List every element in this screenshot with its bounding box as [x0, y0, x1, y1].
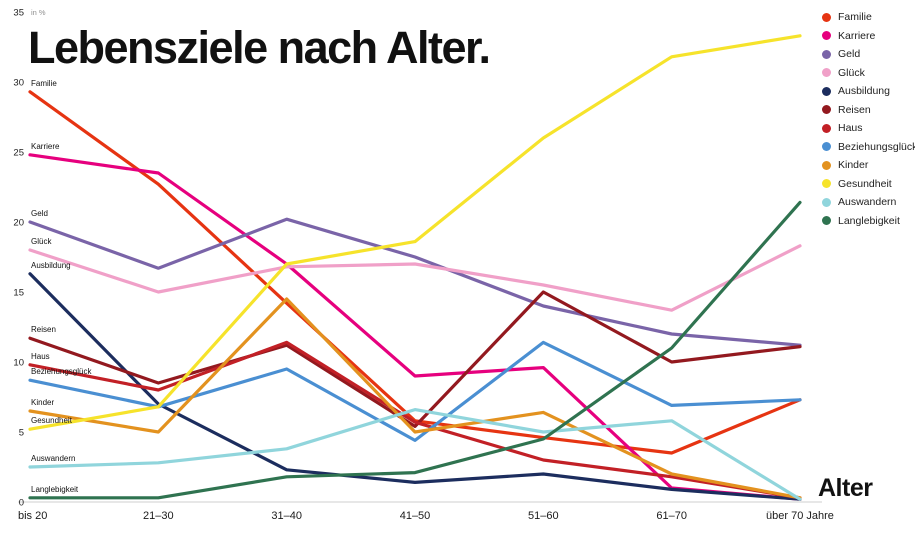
legend-label-kinder: Kinder — [838, 159, 869, 171]
series-start-label-ausbildung: Ausbildung — [31, 261, 71, 270]
series-line-auswandern — [28, 408, 802, 501]
y-tick-label: 15 — [13, 288, 24, 299]
series-line-langlebigkeit — [28, 200, 802, 500]
legend-dot-kinder — [822, 160, 831, 170]
legend-dot-gesundheit — [822, 179, 831, 188]
y-tick-label: 10 — [13, 358, 24, 369]
y-tick-label: 20 — [13, 218, 24, 229]
x-tick-label-bis20: bis 20 — [18, 510, 47, 522]
legend-dot-karriere — [822, 31, 831, 40]
legend-item-ausbildung: Ausbildung — [822, 85, 915, 97]
legend-dot-haus — [822, 123, 831, 133]
legend-label-karriere: Karriere — [838, 29, 876, 42]
series-start-label-gesundheit: Gesundheit — [31, 416, 73, 425]
series-line-familie — [28, 90, 802, 455]
legend-item-reisen: Reisen — [822, 103, 915, 116]
legend-item-beziehungsglck: Beziehungsglück — [822, 140, 915, 153]
series-line-kinder — [28, 297, 802, 500]
series-line-ausbildung — [28, 272, 802, 501]
legend-item-haus: Haus — [822, 122, 915, 134]
legend-dot-glck — [822, 68, 831, 77]
series-start-label-glck: Glück — [31, 237, 52, 246]
series-start-label-karriere: Karriere — [31, 142, 60, 151]
legend-item-auswandern: Auswandern — [822, 196, 915, 208]
legend-dot-geld — [822, 49, 831, 59]
y-tick-label: 35 — [13, 8, 24, 19]
legend-dot-auswandern — [822, 197, 831, 207]
legend-label-glck: Glück — [838, 66, 865, 79]
legend-dot-beziehungsglck — [822, 142, 831, 151]
series-line-haus — [28, 340, 802, 500]
series-line-reisen — [28, 290, 802, 428]
legend-label-reisen: Reisen — [838, 103, 871, 116]
legend-item-geld: Geld — [822, 48, 915, 60]
legend-item-langlebigkeit: Langlebigkeit — [822, 214, 915, 227]
legend-label-gesundheit: Gesundheit — [838, 177, 892, 190]
series-start-label-langlebigkeit: Langlebigkeit — [31, 485, 79, 494]
legend-item-familie: Familie — [822, 11, 915, 23]
y-tick-label: 25 — [13, 148, 24, 159]
series-start-label-geld: Geld — [31, 209, 48, 218]
x-tick-label-2130: 21–30 — [143, 510, 174, 522]
series-start-label-familie: Familie — [31, 79, 57, 88]
legend-label-beziehungsglck: Beziehungsglück — [838, 140, 915, 153]
legend-item-gesundheit: Gesundheit — [822, 177, 915, 190]
y-tick-label: 30 — [13, 78, 24, 89]
legend-dot-ausbildung — [822, 86, 831, 96]
legend-label-haus: Haus — [838, 122, 863, 134]
y-tick-label: 0 — [19, 498, 24, 509]
series-start-label-auswandern: Auswandern — [31, 454, 75, 463]
x-axis-title: Alter — [818, 474, 873, 502]
x-tick-label-3140: 31–40 — [271, 510, 302, 522]
series-start-label-beziehungsglck: Beziehungsglück — [31, 367, 92, 376]
x-tick-label-4150: 41–50 — [400, 510, 431, 522]
legend-label-langlebigkeit: Langlebigkeit — [838, 214, 900, 227]
legend-dot-reisen — [822, 105, 831, 114]
legend-label-familie: Familie — [838, 11, 872, 23]
legend-label-geld: Geld — [838, 48, 861, 60]
chart-title: Lebensziele nach Alter. — [28, 22, 491, 73]
series-line-glck — [28, 244, 802, 312]
legend-label-ausbildung: Ausbildung — [838, 85, 890, 97]
y-axis-unit-label: in % — [31, 8, 46, 17]
series-line-geld — [28, 217, 802, 347]
series-start-label-reisen: Reisen — [31, 325, 56, 334]
legend-item-glck: Glück — [822, 66, 915, 79]
x-tick-label-6170: 61–70 — [656, 510, 687, 522]
legend-item-karriere: Karriere — [822, 29, 915, 42]
legend-item-kinder: Kinder — [822, 159, 915, 171]
y-tick-label: 5 — [19, 428, 24, 439]
series-line-gesundheit — [28, 34, 802, 431]
legend: Familie Karriere Geld Glück Ausbildung Reisen… — [822, 11, 915, 227]
legend-label-auswandern: Auswandern — [838, 196, 897, 208]
x-tick-label-5160: 51–60 — [528, 510, 559, 522]
legend-dot-familie — [822, 12, 831, 22]
x-tick-label-ber70jahre: über 70 Jahre — [766, 510, 834, 522]
series-start-label-haus: Haus — [31, 352, 50, 361]
legend-dot-langlebigkeit — [822, 216, 831, 225]
series-start-label-kinder: Kinder — [31, 398, 54, 407]
